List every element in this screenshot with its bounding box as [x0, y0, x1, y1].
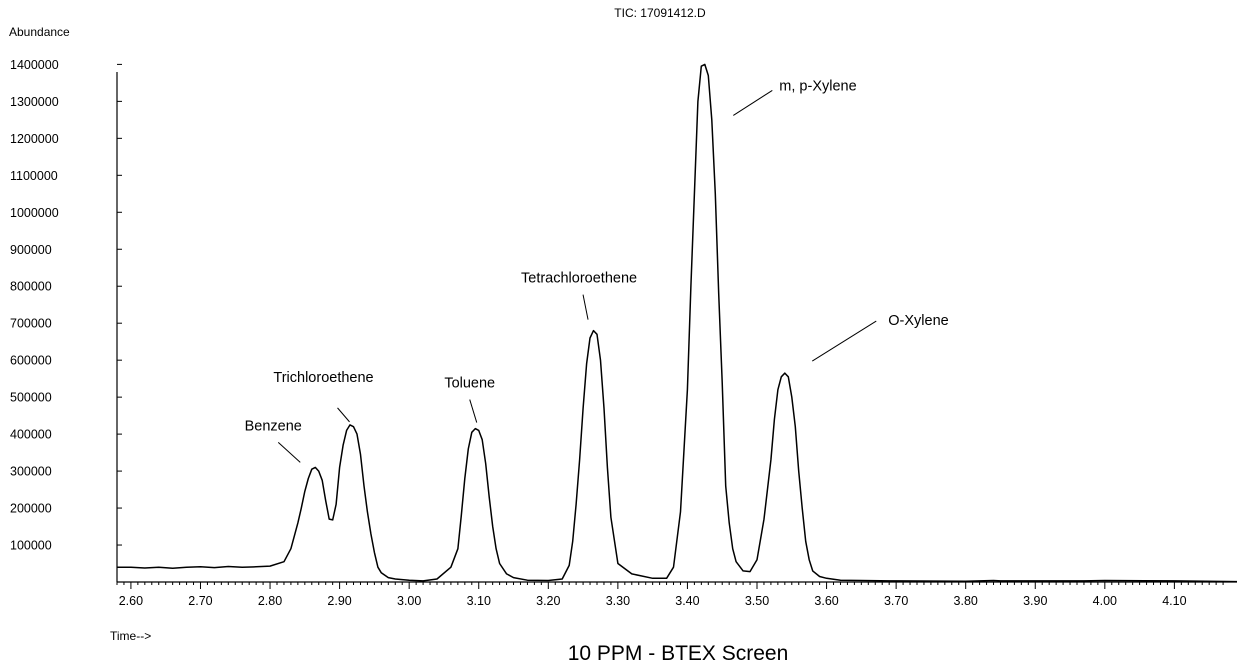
peak-label: O-Xylene	[888, 313, 948, 329]
x-tick-label: 3.00	[397, 594, 421, 608]
x-tick-label: 3.80	[954, 594, 978, 608]
peak-label: Benzene	[245, 418, 302, 434]
x-tick-label: 2.90	[327, 594, 351, 608]
y-tick-label: 700000	[10, 317, 52, 331]
y-tick-label: 900000	[10, 243, 52, 257]
y-tick-label: 600000	[10, 354, 52, 368]
peak-label: Trichloroethene	[273, 370, 373, 386]
y-tick-label: 500000	[10, 391, 52, 405]
x-tick-label: 4.10	[1162, 594, 1186, 608]
y-axis-label: Abundance	[9, 25, 70, 39]
x-tick-label: 4.00	[1093, 594, 1117, 608]
peak-leader-line	[811, 320, 877, 362]
y-tick-label: 300000	[10, 465, 52, 479]
x-tick-label: 3.40	[675, 594, 699, 608]
peak-leader-line	[469, 399, 478, 423]
chart-title: TIC: 17091412.D	[614, 6, 706, 20]
x-tick-label: 3.90	[1023, 594, 1047, 608]
peak-leader-line	[277, 442, 301, 463]
peak-leader-line	[337, 407, 350, 423]
peak-label: Tetrachloroethene	[521, 271, 637, 287]
chart-caption: 10 PPM - BTEX Screen	[568, 642, 789, 664]
peak-label: Toluene	[444, 376, 495, 392]
axes	[116, 72, 1237, 583]
x-tick-label: 3.50	[745, 594, 769, 608]
x-tick-label: 3.60	[814, 594, 838, 608]
peak-annotations: Benzene Trichloroethene Toluene Tetrachloro…	[245, 78, 949, 463]
x-tick-label: 3.10	[467, 594, 491, 608]
y-tick-label: 1000000	[10, 206, 59, 220]
x-tick-label: 2.60	[119, 594, 143, 608]
peak-leader-line	[582, 294, 589, 320]
y-tick-label: 1400000	[10, 58, 59, 72]
peak-label: m, p-Xylene	[779, 78, 856, 94]
x-tick-label: 2.80	[258, 594, 282, 608]
y-tick-label: 1200000	[10, 132, 59, 146]
tic-trace-line	[117, 63, 1238, 583]
y-tick-label: 100000	[10, 539, 52, 553]
y-tick-label: 400000	[10, 428, 52, 442]
x-ticks: 2.60 2.70 2.80 2.90 3.00 3.10 3.20 3.30 3.40 3.50…	[116, 582, 1224, 608]
series	[117, 63, 1238, 583]
peak-leader-line	[733, 89, 773, 116]
y-tick-label: 1100000	[10, 169, 58, 183]
x-tick-label: 3.70	[884, 594, 908, 608]
y-tick-label: 800000	[10, 280, 52, 294]
x-axis-label: Time-->	[110, 629, 151, 643]
y-tick-label: 200000	[10, 502, 52, 516]
x-tick-label: 2.70	[188, 594, 212, 608]
x-tick-label: 3.20	[536, 594, 560, 608]
y-ticks: 100000 200000 300000 400000 500000 600000 7000…	[10, 58, 122, 553]
x-tick-label: 3.30	[606, 594, 630, 608]
y-tick-label: 1300000	[10, 95, 59, 109]
